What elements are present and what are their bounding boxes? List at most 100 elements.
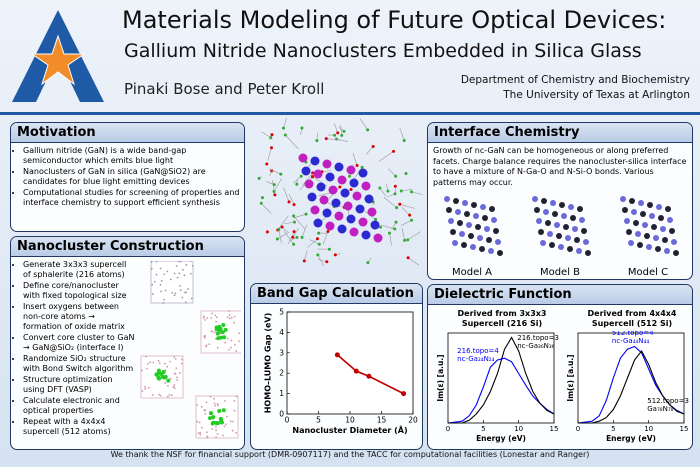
atom	[215, 320, 218, 323]
bond	[352, 152, 358, 166]
atom	[153, 280, 156, 283]
series-formula: nc-Ga₂₄N₂₄	[457, 355, 494, 363]
atom	[211, 415, 216, 420]
atom	[358, 217, 368, 227]
dielectric-charts: Derived from 3x3x3 Supercell (216 Si) 0 5 1…	[428, 305, 692, 445]
atom	[166, 270, 169, 273]
atom	[563, 224, 569, 230]
atom	[336, 131, 340, 135]
atom	[394, 174, 398, 178]
chart-title: Derived from 3x3x3 Supercell (216 Si)	[457, 309, 547, 328]
atom	[144, 387, 147, 390]
atom	[200, 426, 203, 429]
atom	[338, 185, 342, 189]
cell	[195, 395, 239, 439]
bond	[287, 231, 295, 244]
atom	[337, 175, 347, 185]
atom	[203, 316, 205, 319]
atom	[214, 420, 219, 425]
bond	[317, 259, 327, 263]
atom	[270, 133, 274, 137]
atom	[257, 176, 261, 180]
bond	[401, 207, 410, 216]
atom	[259, 201, 263, 205]
motivation-panel: Motivation Gallium nitride (GaN) is a wi…	[10, 122, 245, 232]
atom	[585, 250, 591, 256]
bond	[399, 204, 415, 209]
bond	[340, 125, 343, 136]
bond	[283, 187, 290, 202]
atom	[370, 220, 380, 230]
atom	[304, 212, 308, 216]
atom	[149, 361, 152, 364]
atom	[629, 198, 635, 204]
bullet: Calculate electronic and optical propert…	[23, 396, 135, 416]
atom	[364, 194, 374, 204]
bond	[359, 118, 368, 131]
x-tick-label: 0	[576, 425, 580, 433]
atom	[205, 401, 208, 404]
series-formula: Ga₇₈N₇₈	[647, 405, 673, 413]
dielectric-panel: Dielectric Function Derived from 3x3x3 S…	[427, 284, 693, 450]
atom	[355, 164, 359, 168]
atom	[269, 146, 273, 150]
atom	[583, 239, 589, 245]
interface-panel: Interface Chemistry Growth of nc-GaN can…	[427, 122, 693, 280]
atom	[313, 218, 323, 228]
atom	[473, 213, 479, 219]
bullet: Repeat with a 4x4x4 supercell (512 atoms…	[23, 417, 135, 437]
atom	[295, 182, 299, 186]
bullet-list: Gallium nitride (GaN) is a wide band-gap…	[11, 146, 244, 208]
atom	[144, 385, 147, 388]
atom	[177, 261, 180, 263]
atom	[570, 215, 576, 221]
x-tick-label: 10	[514, 425, 523, 433]
atom	[398, 202, 402, 206]
atom	[223, 425, 226, 428]
atom	[163, 298, 165, 301]
atom	[300, 235, 304, 239]
bond	[267, 147, 272, 161]
data-point	[366, 373, 372, 379]
bullet: Randomize SiO₂ structure with Bond Switc…	[23, 354, 135, 374]
atom	[660, 226, 666, 232]
atom	[190, 297, 193, 300]
atom	[457, 220, 463, 226]
y-tick-label: 2	[279, 369, 284, 378]
atom	[408, 213, 412, 217]
bond	[407, 257, 420, 266]
atom	[484, 226, 490, 232]
bond	[261, 131, 272, 138]
atom	[196, 404, 199, 406]
bond	[304, 250, 308, 261]
atom	[567, 246, 573, 252]
bond	[378, 151, 394, 162]
atom	[280, 225, 284, 229]
panel-title: Band Gap Calculation	[251, 284, 422, 304]
atom	[152, 361, 155, 364]
atom	[488, 248, 494, 254]
chart-title: Derived from 4x4x4 Supercell (512 Si)	[587, 309, 677, 328]
atom	[371, 144, 375, 148]
atom	[322, 159, 332, 169]
data-line	[447, 357, 555, 424]
atom	[215, 316, 218, 319]
atom	[272, 183, 276, 187]
atom	[307, 192, 317, 202]
department: Department of Chemistry and Biochemistry	[460, 74, 690, 86]
atom	[226, 316, 229, 319]
atom	[532, 196, 538, 202]
atom	[178, 372, 181, 374]
atom	[367, 207, 377, 217]
atom	[158, 362, 161, 365]
atom	[489, 206, 495, 212]
atom	[216, 433, 219, 435]
atom	[444, 196, 450, 202]
atom	[317, 242, 321, 246]
atom	[275, 237, 279, 241]
atom	[547, 231, 553, 237]
atom	[215, 331, 220, 336]
atom	[197, 432, 200, 435]
construction-images	[140, 261, 241, 439]
atom	[221, 323, 226, 328]
